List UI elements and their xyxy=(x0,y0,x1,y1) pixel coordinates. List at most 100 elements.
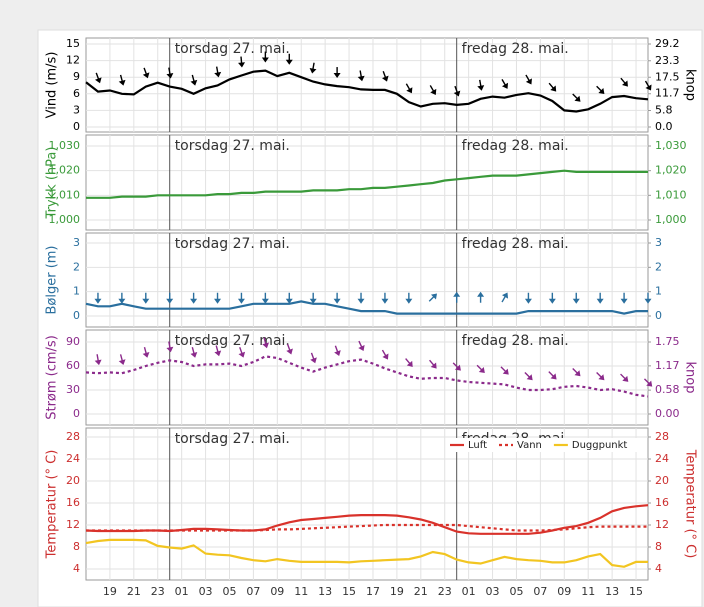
direction-arrow xyxy=(644,80,652,91)
direction-arrow xyxy=(309,62,317,74)
arrow-head xyxy=(574,95,581,102)
arrow-head xyxy=(237,298,245,304)
y-tick-label: 1 xyxy=(73,285,80,298)
y2-tick-label: 1,020 xyxy=(655,164,687,177)
y-tick-label: 12 xyxy=(66,54,80,67)
arrow-head xyxy=(548,298,556,304)
y2-tick-label: 3 xyxy=(655,236,662,249)
direction-arrow xyxy=(381,349,389,360)
arrow-head xyxy=(430,88,437,95)
direction-arrow xyxy=(405,358,413,367)
arrow-head xyxy=(118,79,126,86)
direction-arrow xyxy=(237,292,245,304)
arrow-head xyxy=(550,85,557,92)
direction-arrow xyxy=(310,352,317,364)
y-axis-label: Strøm (cm/s) xyxy=(45,335,60,420)
y2-tick-label: 1 xyxy=(655,285,662,298)
direction-arrow xyxy=(548,82,557,92)
y-tick-label: 0 xyxy=(73,309,80,322)
arrow-head xyxy=(646,380,653,387)
direction-arrow xyxy=(358,340,365,352)
x-tick-label: 19 xyxy=(103,585,117,598)
arrow-head xyxy=(477,85,485,91)
direction-arrow xyxy=(357,70,365,82)
y-tick-label: 30 xyxy=(66,383,80,396)
y2-axis-label: knop xyxy=(683,69,698,101)
arrow-head xyxy=(620,298,628,304)
y-tick-label: 6 xyxy=(73,87,80,100)
x-tick-label: 01 xyxy=(462,585,476,598)
arrow-head xyxy=(118,298,126,304)
direction-arrow xyxy=(453,291,461,303)
day-label: fredag 28. mai. xyxy=(462,236,569,252)
x-tick-label: 21 xyxy=(414,585,428,598)
legend-box xyxy=(446,438,646,452)
arrow-head xyxy=(285,298,293,304)
panel-frame xyxy=(85,37,649,133)
arrow-head xyxy=(501,292,509,299)
direction-arrow xyxy=(309,292,317,304)
direction-arrow xyxy=(166,341,174,353)
y2-tick-label: 29.2 xyxy=(655,37,680,50)
arrow-head xyxy=(358,345,365,352)
direction-arrow xyxy=(118,74,126,86)
x-tick-label: 17 xyxy=(366,585,380,598)
y2-tick-label: 4 xyxy=(655,562,662,575)
y2-axis-label: Temperatur (° C) xyxy=(683,449,698,559)
y2-tick-label: 17.5 xyxy=(655,70,680,83)
direction-arrow xyxy=(214,66,222,78)
arrow-head xyxy=(261,298,269,304)
direction-arrow xyxy=(596,371,605,381)
direction-arrow xyxy=(405,83,413,94)
y2-tick-label: 24 xyxy=(655,452,669,465)
day-label: fredag 28. mai. xyxy=(462,41,569,57)
arrow-head xyxy=(453,90,461,97)
arrow-head xyxy=(478,367,485,374)
arrow-head xyxy=(333,73,341,79)
series-line xyxy=(86,169,648,199)
direction-arrow xyxy=(548,292,556,304)
x-tick-label: 09 xyxy=(270,585,284,598)
arrow-head xyxy=(285,59,293,65)
y-tick-label: 20 xyxy=(66,474,80,487)
direction-arrow xyxy=(429,359,437,369)
x-tick-label: 23 xyxy=(151,585,165,598)
series-line xyxy=(85,69,649,113)
arrow-head xyxy=(453,291,461,297)
x-tick-label: 13 xyxy=(318,585,332,598)
y-tick-label: 1,020 xyxy=(49,164,81,177)
arrow-head xyxy=(501,82,509,89)
direction-arrow xyxy=(94,354,102,366)
y-axis-label: Vind (m/s) xyxy=(45,52,60,119)
x-tick-label: 01 xyxy=(175,585,189,598)
legend-label: Vann xyxy=(517,440,542,451)
direction-arrow xyxy=(596,85,605,95)
arrow-head xyxy=(405,298,413,304)
y-tick-label: 1,000 xyxy=(49,213,81,226)
arrow-head xyxy=(550,373,557,380)
arrow-head xyxy=(598,87,605,95)
direction-arrow xyxy=(429,85,437,95)
direction-arrow xyxy=(94,292,102,304)
arrow-head xyxy=(622,375,629,382)
y-tick-label: 2 xyxy=(73,260,80,273)
direction-arrow xyxy=(262,337,270,349)
arrow-head xyxy=(310,357,317,364)
arrow-head xyxy=(190,79,198,86)
x-tick-label: 03 xyxy=(486,585,500,598)
arrow-head xyxy=(406,87,413,94)
arrow-head xyxy=(309,68,317,74)
direction-arrow xyxy=(620,292,628,304)
arrow-head xyxy=(596,298,604,304)
y-tick-label: 1,030 xyxy=(49,139,81,152)
direction-arrow xyxy=(238,347,246,358)
direction-arrow xyxy=(453,85,461,97)
y2-tick-label: 0.00 xyxy=(655,407,680,420)
direction-arrow xyxy=(190,292,198,304)
direction-arrow xyxy=(572,93,581,102)
direction-arrow xyxy=(286,343,293,355)
day-label: torsdag 27. mai. xyxy=(175,431,290,447)
x-tick-label: 09 xyxy=(557,585,571,598)
y2-tick-label: 20 xyxy=(655,474,669,487)
day-label: torsdag 27. mai. xyxy=(175,41,290,57)
